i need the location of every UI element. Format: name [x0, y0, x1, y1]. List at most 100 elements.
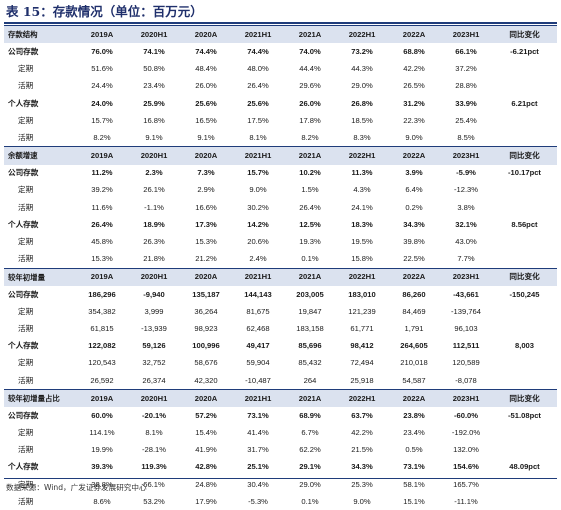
column-header: 2023H1 [440, 267, 492, 286]
row-label: 定期 [18, 306, 34, 316]
row-label: 活期 [18, 132, 34, 142]
table-cell: 264 [303, 375, 317, 385]
table-cell: 34.3% [403, 219, 425, 229]
row-label: 定期 [18, 64, 34, 74]
table-cell: 24.0% [91, 98, 113, 108]
table-cell: 119.3% [141, 462, 167, 472]
table-cell: 24.8% [195, 479, 217, 489]
table-cell: 37.2% [455, 64, 477, 74]
table-cell: 15.3% [195, 237, 217, 247]
table-row: 活期 26,592 26,374 42,320 -10,487 264 25,918 54,5… [4, 372, 557, 390]
table-cell: 34.3% [351, 462, 373, 472]
table-row: 个人存款 122,082 59,126 100,996 49,417 85,696 98,4… [4, 337, 557, 354]
table-cell: 0.1% [301, 254, 319, 264]
table-cell: 24.1% [351, 202, 373, 212]
table-cell: 11.3% [351, 168, 373, 178]
column-header: 2022A [388, 267, 440, 286]
row-label: 活期 [18, 375, 34, 385]
row-label: 公司存款 [8, 168, 39, 178]
change-cell [492, 493, 557, 510]
row-label: 活期 [18, 202, 34, 212]
table-cell: 29.1% [299, 462, 321, 472]
table-cell: 122,082 [88, 341, 116, 351]
table-row: 活期 15.3% 21.8% 21.2% 2.4% 0.1% 15.8% 22.5% 7.7% [4, 250, 557, 268]
table-cell: 7.3% [197, 168, 215, 178]
table-row: 公司存款 76.0% 74.1% 74.4% 74.4% 74.0% 73.2% 68.8% 6… [4, 43, 557, 60]
table-cell: 17.5% [247, 115, 269, 125]
table-cell: 22.5% [403, 254, 425, 264]
table-cell: -192.0% [451, 428, 481, 438]
row-label: 活期 [18, 496, 34, 506]
table-cell: 19,847 [298, 306, 322, 316]
column-header: 2022H1 [336, 388, 388, 408]
table-cell: 44.3% [351, 64, 373, 74]
column-header: 2021A [284, 388, 336, 408]
table-cell: -9,940 [143, 289, 165, 299]
table-cell: 100,996 [192, 341, 220, 351]
table-cell: 38.8% [91, 479, 113, 489]
table-cell: 165.7% [453, 479, 479, 489]
table-cell: 23.4% [143, 81, 165, 91]
row-label: 定期 [18, 237, 34, 247]
table-cell: 121,239 [348, 306, 376, 316]
table-cell: 11.2% [91, 168, 113, 178]
table-cell: 2.4% [249, 254, 267, 264]
table-row: 活期 8.6% 53.2% 17.9% -5.3% 0.1% 9.0% 15.1% -11.1% [4, 493, 557, 510]
table-cell: 28.8% [455, 81, 477, 91]
table-cell: 0.5% [405, 445, 423, 455]
table-cell: 74.1% [143, 46, 165, 56]
table-cell: 53.2% [143, 496, 165, 506]
change-cell [492, 372, 557, 390]
table-cell: 10.2% [299, 168, 321, 178]
column-header: 2020A [180, 388, 232, 408]
table-cell: 15.8% [351, 254, 373, 264]
table-cell: 15.4% [195, 428, 217, 438]
table-cell: 36,264 [194, 306, 218, 316]
table-cell: 60.0% [91, 410, 113, 420]
table-cell: 120,589 [452, 358, 480, 368]
table-cell: 76.0% [91, 46, 113, 56]
table-cell: 18.5% [351, 115, 373, 125]
column-header: 2021H1 [232, 388, 284, 408]
column-header: 2019A [76, 146, 128, 165]
table-cell: 18.9% [143, 219, 165, 229]
column-header: 2021A [284, 267, 336, 286]
table-cell: 51.6% [91, 64, 113, 74]
table-cell: 32.1% [455, 219, 477, 229]
table-cell: 45.8% [91, 237, 113, 247]
table-cell: 17.3% [195, 219, 217, 229]
table-cell: 354,382 [88, 306, 116, 316]
table-cell: 25.4% [455, 115, 477, 125]
section-header-row: 较年初增量 2019A 2020H1 2020A 2021H1 2021A 2022H1 20… [4, 267, 557, 286]
table-cell: -8,078 [455, 375, 477, 385]
table-cell: 74.4% [195, 46, 217, 56]
table-cell: 84,469 [402, 306, 426, 316]
table-cell: 58.1% [403, 479, 425, 489]
table-cell: -5.9% [456, 168, 476, 178]
section-header-row: 存款结构 2019A 2020H1 2020A 2021H1 2021A 2022H1 202… [4, 25, 557, 44]
table-row: 活期 24.4% 23.4% 26.0% 26.4% 29.6% 29.0% 26.5% 28.… [4, 78, 557, 95]
table-row: 定期 354,382 3,999 36,264 81,675 19,847 121,239 8… [4, 303, 557, 320]
change-cell [492, 129, 557, 147]
table-cell: 49,417 [246, 341, 270, 351]
row-label: 活期 [18, 323, 34, 333]
table-cell: 15.3% [91, 254, 113, 264]
table-cell: 4.3% [353, 185, 371, 195]
row-label: 公司存款 [8, 289, 39, 299]
table-cell: 1.5% [301, 185, 319, 195]
table-cell: 81,675 [246, 306, 270, 316]
column-header: 2023H1 [440, 388, 492, 408]
change-cell [492, 182, 557, 199]
table-cell: 43.0% [455, 237, 477, 247]
table-cell: 54,587 [402, 375, 426, 385]
row-label: 定期 [18, 479, 34, 489]
table-row: 个人存款 26.4% 18.9% 17.3% 14.2% 12.5% 18.3% 34.3% 3… [4, 216, 557, 233]
table-cell: 6.4% [405, 185, 423, 195]
column-header: 2021A [284, 25, 336, 44]
table-cell: 44.4% [299, 64, 321, 74]
column-header: 同比变化 [492, 388, 557, 408]
table-row: 活期 8.2% 9.1% 9.1% 8.1% 8.2% 8.3% 9.0% 8.5% [4, 129, 557, 147]
table-cell: 73.2% [351, 46, 373, 56]
table-cell: -1.1% [144, 202, 164, 212]
table-cell: 15.1% [403, 496, 425, 506]
